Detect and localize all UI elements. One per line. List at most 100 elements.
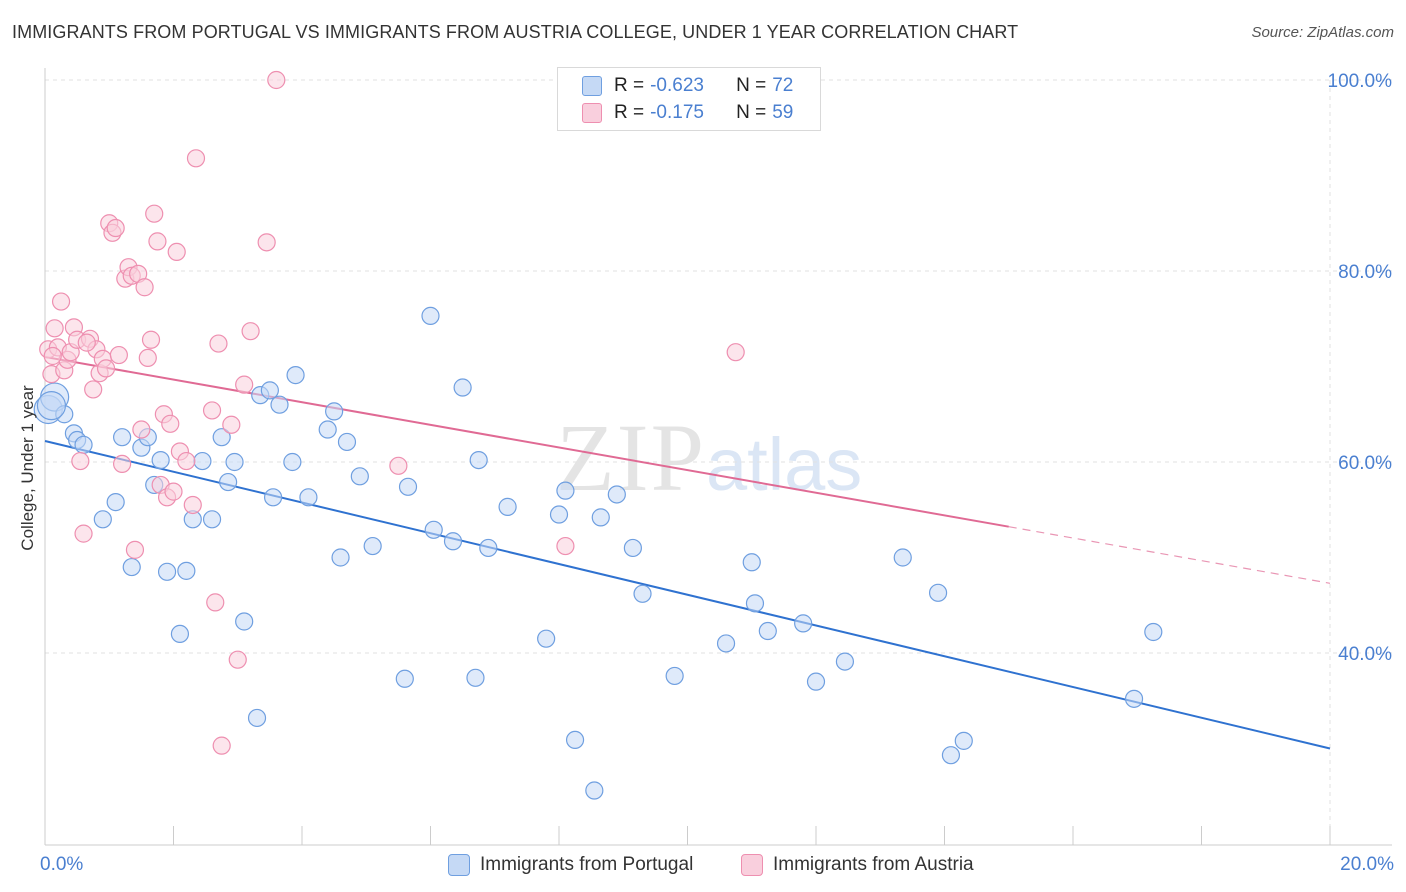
portugal-point xyxy=(112,428,132,447)
legend-swatch-portugal xyxy=(582,76,602,96)
legend-row-portugal: R = -0.623 N = 72 xyxy=(582,73,793,99)
austria-point xyxy=(726,343,745,362)
austria-point xyxy=(71,451,90,471)
portugal-point xyxy=(263,488,283,507)
portugal-point xyxy=(893,548,912,567)
austria-point xyxy=(138,348,157,368)
bottom-legend-swatch-portugal xyxy=(448,854,470,876)
austria-point xyxy=(112,454,132,474)
portugal-point xyxy=(212,428,231,447)
portugal-point xyxy=(479,538,498,558)
legend-r-value: -0.623 xyxy=(650,75,704,96)
chart-source: Source: ZipAtlas.com xyxy=(1251,24,1394,41)
austria-point xyxy=(241,322,260,341)
portugal-trend-line xyxy=(44,440,1331,750)
legend-n-label: N = xyxy=(736,75,767,96)
portugal-point xyxy=(585,781,604,800)
austria-point xyxy=(106,218,125,238)
austria-point xyxy=(177,451,196,471)
portugal-point xyxy=(350,467,369,486)
portugal-point xyxy=(398,477,418,496)
austria-point xyxy=(132,420,151,439)
legend-n-value: 59 xyxy=(772,102,794,123)
austria-point xyxy=(222,415,241,434)
y-tick-label: 60.0% xyxy=(1338,453,1392,474)
y-tick-label: 80.0% xyxy=(1338,262,1392,283)
portugal-point xyxy=(325,402,344,421)
portugal-point xyxy=(623,538,642,558)
portugal-point xyxy=(299,488,318,507)
austria-point xyxy=(186,149,206,168)
austria-point xyxy=(96,359,116,378)
austria-point xyxy=(209,334,228,353)
austria-point xyxy=(109,345,128,365)
portugal-point xyxy=(331,548,350,567)
austria-point xyxy=(77,333,96,352)
portugal-point xyxy=(835,652,855,671)
legend-r-label: R = xyxy=(614,102,645,123)
portugal-point xyxy=(193,451,212,471)
portugal-point xyxy=(286,365,305,385)
portugal-point xyxy=(283,452,302,472)
portugal-point xyxy=(806,672,826,691)
portugal-point xyxy=(716,634,736,653)
portugal-point xyxy=(177,561,196,580)
austria-point xyxy=(125,540,145,559)
austria-point xyxy=(141,330,161,349)
portugal-point xyxy=(270,395,289,414)
portugal-point xyxy=(395,669,414,688)
legend-r-label: R = xyxy=(614,75,645,96)
portugal-point xyxy=(225,452,244,472)
austria-point xyxy=(84,380,103,399)
legend-r-value: -0.175 xyxy=(650,102,704,123)
portugal-point xyxy=(565,730,585,750)
bottom-legend-label-austria: Immigrants from Austria xyxy=(773,854,974,875)
portugal-point xyxy=(745,594,765,613)
portugal-point xyxy=(549,505,569,524)
portugal-point xyxy=(954,731,973,750)
austria-point xyxy=(164,482,183,501)
points-layer xyxy=(33,70,1163,800)
austria-point xyxy=(45,319,64,338)
portugal-point xyxy=(93,510,112,529)
portugal-point xyxy=(1124,689,1144,708)
portugal-point xyxy=(260,381,279,400)
austria-point xyxy=(228,650,247,669)
portugal-point xyxy=(318,420,337,439)
portugal-point xyxy=(928,583,948,602)
legend-row-austria: R = -0.175 N = 59 xyxy=(582,100,793,126)
bottom-legend-austria[interactable]: Immigrants from Austria xyxy=(741,852,974,878)
austria-point xyxy=(183,495,202,515)
austria-point xyxy=(212,736,231,755)
portugal-point xyxy=(607,485,626,504)
portugal-point xyxy=(157,562,177,581)
legend-n-value: 72 xyxy=(772,75,794,96)
austria-point xyxy=(202,401,222,420)
portugal-point xyxy=(424,520,443,539)
y-tick-label: 40.0% xyxy=(1338,644,1392,665)
bottom-legend-portugal[interactable]: Immigrants from Portugal xyxy=(448,852,693,878)
austria-point xyxy=(161,414,180,433)
austria-point xyxy=(43,346,62,366)
austria-point xyxy=(145,204,164,223)
axis-layer xyxy=(44,68,1392,846)
label-layer: 40.0% 60.0% 80.0% 100.0% 0.0% 20.0% xyxy=(40,71,1394,875)
portugal-point xyxy=(106,493,125,512)
trend-layer xyxy=(44,355,1331,750)
portugal-point xyxy=(202,510,222,529)
bottom-legend-label-portugal: Immigrants from Portugal xyxy=(480,854,694,875)
portugal-point xyxy=(941,746,961,765)
portugal-point xyxy=(235,612,254,631)
portugal-point xyxy=(443,532,463,551)
austria-trend-line xyxy=(44,355,1009,528)
austria-point xyxy=(235,375,254,394)
chart-title: IMMIGRANTS FROM PORTUGAL VS IMMIGRANTS F… xyxy=(12,22,1019,42)
austria-point xyxy=(74,524,93,543)
portugal-point xyxy=(170,624,190,644)
x-tick-label: 0.0% xyxy=(40,854,83,875)
austria-point xyxy=(257,233,276,252)
austria-trend-extension xyxy=(1008,526,1331,584)
austria-point xyxy=(135,278,154,297)
portugal-point xyxy=(122,557,141,577)
